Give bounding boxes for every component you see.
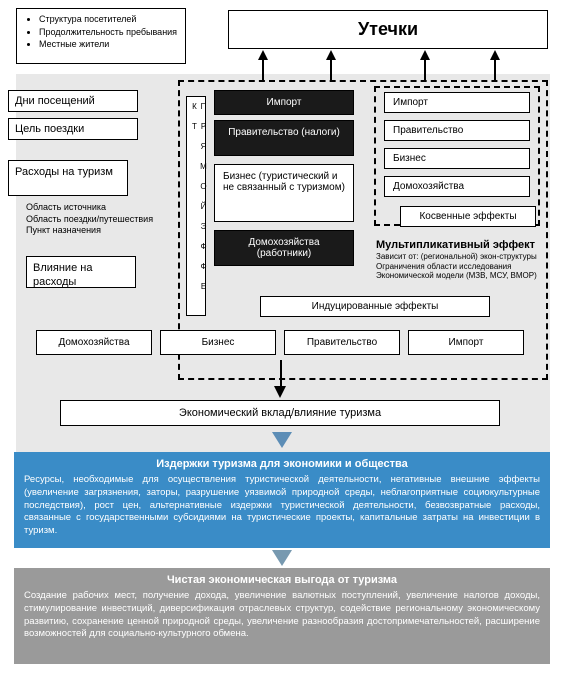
bottom-gov: Правительство [284,330,400,355]
right-business: Бизнес [384,148,530,169]
bottom-business: Бизнес [160,330,276,355]
top-list-box: Структура посетителей Продолжительность … [16,8,186,64]
panel-darkgray: Чистая экономическая выгода от туризма С… [14,568,550,664]
mult-title: Мультипликативный эффект [376,238,535,252]
induced-box: Индуцированные эффекты [260,296,490,317]
top-list-item: Местные жители [39,38,179,51]
top-list-item: Структура посетителей [39,13,179,26]
right-indirect: Косвенные эффекты [400,206,536,227]
arrow-line [330,60,332,80]
arrow-up [326,50,336,60]
right-import: Импорт [384,92,530,113]
arrow-up [258,50,268,60]
expenses-notes: Область источника Область поездки/путеше… [26,202,166,237]
expenses-box: Расходы на туризм [8,160,128,196]
right-gov: Правительство [384,120,530,141]
arrow-line [494,60,496,80]
blue-title: Издержки туризма для экономики и обществ… [24,458,540,470]
arrow-line [262,60,264,80]
center-households: Домохозяйства (работники) [214,230,354,266]
arrow-down-big [272,550,292,566]
title-leaks: Утечки [228,10,548,49]
panel-blue: Издержки туризма для экономики и обществ… [14,452,550,548]
gray-title: Чистая экономическая выгода от туризма [24,574,540,586]
arrow-down [274,386,286,398]
arrow-up [490,50,500,60]
gray-body: Создание рабочих мест, получение дохода,… [24,590,540,641]
influence-box: Влияние на расходы [26,256,136,288]
arrow-up [420,50,430,60]
center-import: Импорт [214,90,354,115]
arrow-line [280,360,282,388]
contribution-box: Экономический вклад/влияние туризма [60,400,500,426]
center-business: Бизнес (туристический и не связанный с т… [214,164,354,222]
bottom-import: Импорт [408,330,524,355]
purpose-box: Цель поездки [8,118,138,140]
arrow-line [424,60,426,80]
blue-body: Ресурсы, необходимые для осуществления т… [24,474,540,538]
center-gov: Правительство (налоги) [214,120,354,156]
arrow-down-big [272,432,292,448]
days-box: Дни посещений [8,90,138,112]
right-households: Домохозяйства [384,176,530,197]
mult-note: Зависит от: (региональной) экон-структур… [376,252,546,281]
top-list-item: Продолжительность пребывания [39,26,179,39]
vlabel-text: П Р Я М О Й Э Ф Ф Е К Т [188,100,210,310]
bottom-households: Домохозяйства [36,330,152,355]
